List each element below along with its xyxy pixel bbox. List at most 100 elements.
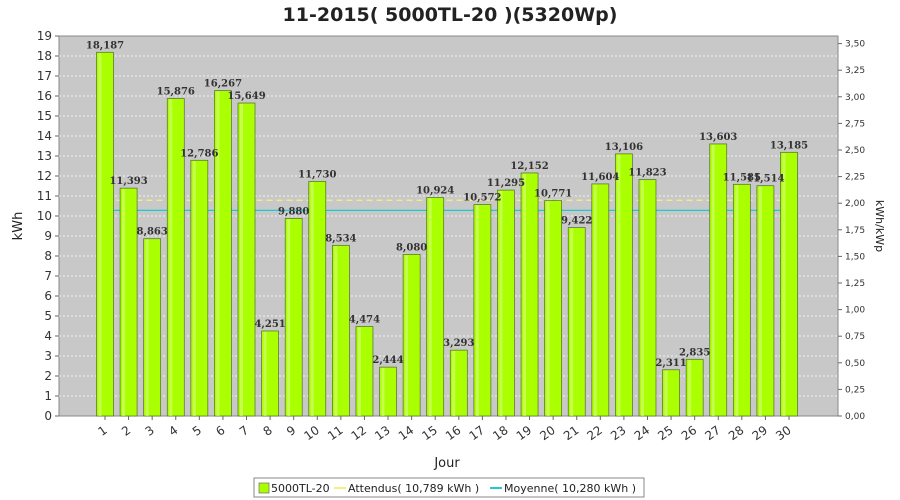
y-tick-label: 0 xyxy=(44,409,52,423)
bar-highlight xyxy=(782,153,786,417)
x-tick-label: 16 xyxy=(443,423,464,443)
bar-value-label: 16,267 xyxy=(204,79,242,90)
bar-value-label: 11,730 xyxy=(298,169,336,180)
x-tick-label: 21 xyxy=(561,423,582,443)
x-tick-label: 15 xyxy=(419,423,440,443)
x-tick-label: 8 xyxy=(261,423,275,439)
x-tick-label: 12 xyxy=(349,423,370,443)
x-tick-label: 13 xyxy=(372,423,393,443)
x-tick-label: 24 xyxy=(632,423,653,443)
x-tick-label: 3 xyxy=(143,423,157,439)
y-tick-label: 8 xyxy=(44,249,52,263)
y-tick-label: 14 xyxy=(37,129,52,143)
bar-highlight xyxy=(357,327,361,416)
plot-area xyxy=(58,35,839,417)
x-tick-label: 25 xyxy=(655,423,676,443)
bar-value-label: 11,604 xyxy=(581,172,619,183)
bar-value-label: 10,924 xyxy=(416,186,454,197)
y-axis-label: kWh xyxy=(11,212,26,241)
x-tick-label: 26 xyxy=(679,423,700,443)
bar-value-label: 2,444 xyxy=(372,355,403,366)
legend-item-expected: Attendus( 10,789 kWh ) xyxy=(348,482,479,495)
bar-highlight xyxy=(452,351,456,416)
y-tick-label: 13 xyxy=(37,149,52,163)
y-tick-label: 6 xyxy=(44,289,52,303)
y-tick-label: 17 xyxy=(37,69,52,83)
y-tick-label: 1 xyxy=(44,389,52,403)
bar-highlight xyxy=(98,53,102,416)
x-tick-label: 18 xyxy=(490,423,511,443)
bar-highlight xyxy=(216,91,220,416)
y-tick-label: 10 xyxy=(37,209,52,223)
y-tick-label: 18 xyxy=(37,49,52,63)
bar-value-label: 9,422 xyxy=(561,216,592,227)
bar-value-label: 13,603 xyxy=(699,132,737,143)
y-tick-label: 5 xyxy=(44,309,52,323)
x-tick-label: 20 xyxy=(537,423,558,443)
bar-highlight xyxy=(688,360,692,416)
x-tick-label: 2 xyxy=(119,423,133,439)
x-tick-label: 23 xyxy=(608,423,629,443)
bar-highlight xyxy=(735,185,739,416)
bar-highlight xyxy=(711,144,715,416)
y-right-tick-label: 1,50 xyxy=(845,252,865,262)
bar-value-label: 2,311 xyxy=(655,358,686,369)
x-tick-label: 10 xyxy=(301,423,322,443)
y-right-tick-label: 0,25 xyxy=(845,385,865,395)
x-axis: 1 2 3 4 5 6 7 8 9 10 11 12 13 14 15 16 17 18 19 20 21 22 23 24 2… xyxy=(95,416,794,443)
bar-highlight xyxy=(334,246,338,416)
bar-highlight xyxy=(593,184,597,416)
bar-highlight xyxy=(310,182,314,416)
bar-value-label: 11,585 xyxy=(723,172,761,183)
x-tick-label: 22 xyxy=(584,423,605,443)
y-tick-label: 12 xyxy=(37,169,52,183)
y-right-tick-label: 2,50 xyxy=(845,146,865,156)
y-right-tick-label: 3,50 xyxy=(845,40,865,50)
y-axis-right-label: kWh/kWp xyxy=(873,200,886,252)
y-right-tick-label: 2,25 xyxy=(845,173,865,183)
x-tick-label: 1 xyxy=(95,423,109,439)
legend-item-series: 5000TL-20 xyxy=(271,482,330,495)
legend-item-average: Moyenne( 10,280 kWh ) xyxy=(504,482,636,495)
bar-highlight xyxy=(263,331,267,416)
bar-highlight xyxy=(475,205,479,416)
bar-value-label: 15,876 xyxy=(157,86,195,97)
y-tick-label: 15 xyxy=(37,109,52,123)
y-right-tick-label: 2,00 xyxy=(845,199,865,209)
y-right-tick-label: 1,75 xyxy=(845,226,865,236)
x-tick-label: 4 xyxy=(166,423,180,439)
bar-value-label: 8,863 xyxy=(137,227,168,238)
bar-value-label: 4,474 xyxy=(349,315,380,326)
bar-highlight xyxy=(145,239,149,416)
legend-swatch-bar xyxy=(258,482,270,494)
bar-highlight xyxy=(428,198,432,416)
bar-highlight xyxy=(617,154,621,416)
x-tick-label: 5 xyxy=(190,423,204,439)
bar-value-label: 10,771 xyxy=(534,189,572,200)
x-tick-label: 7 xyxy=(237,423,251,439)
y-axis-right: 0,00 0,25 0,50 0,75 1,00 1,25 1,50 1,75 2,00 2,25… xyxy=(838,40,865,422)
bar-value-label: 3,293 xyxy=(443,338,474,349)
bar-value-label: 11,393 xyxy=(109,176,147,187)
bar-highlight xyxy=(640,180,644,416)
bar-value-label: 11,823 xyxy=(628,168,666,179)
x-tick-label: 9 xyxy=(284,423,298,439)
y-right-tick-label: 0,75 xyxy=(845,332,865,342)
y-tick-label: 7 xyxy=(44,269,52,283)
bar-value-label: 15,649 xyxy=(227,91,265,102)
bar-highlight xyxy=(664,370,668,416)
bar-value-label: 12,786 xyxy=(180,148,218,159)
y-tick-label: 3 xyxy=(44,349,52,363)
bar-highlight xyxy=(758,186,762,416)
bar-highlight xyxy=(405,255,409,416)
legend-box xyxy=(253,477,645,498)
bar-highlight xyxy=(169,99,173,416)
bar-highlight xyxy=(192,161,196,416)
bar-labels: 18,187 11,393 8,863 15,876 12,786 16,26715,64… xyxy=(86,40,808,369)
bar-value-label: 8,080 xyxy=(396,242,427,253)
bar-value-label: 10,572 xyxy=(463,193,501,204)
x-tick-label: 27 xyxy=(702,423,723,443)
y-right-tick-label: 0,00 xyxy=(845,412,865,422)
